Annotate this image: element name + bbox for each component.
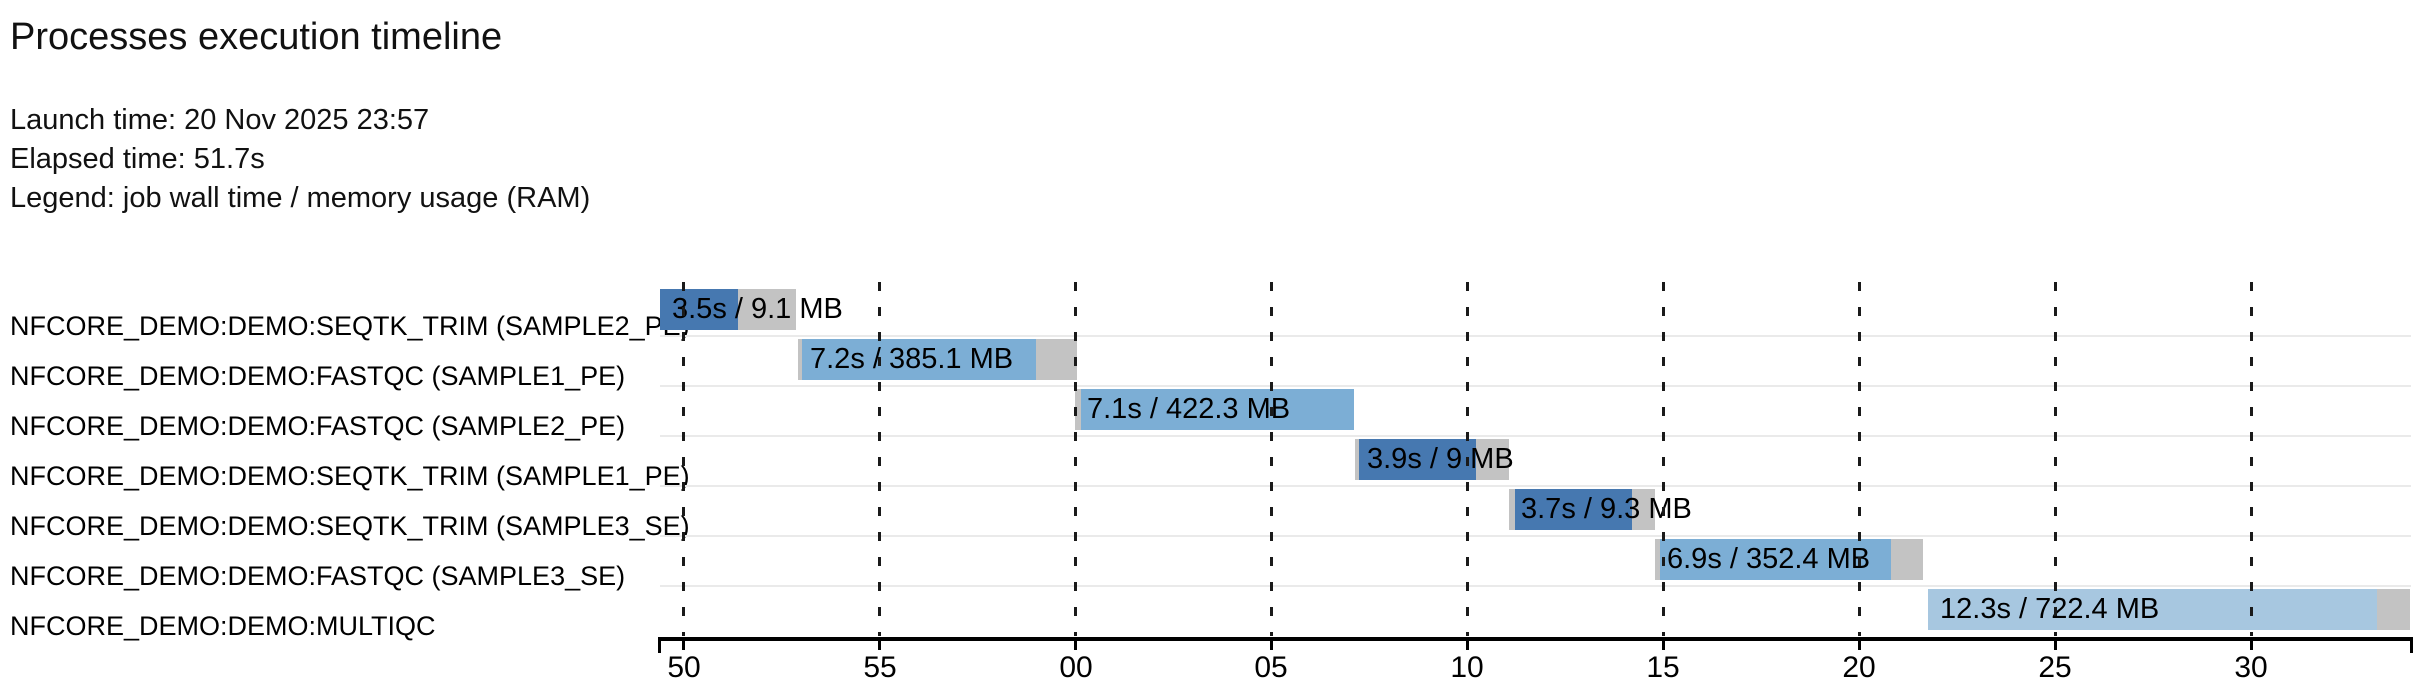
axis-tick <box>682 641 685 650</box>
axis-tick <box>1858 641 1861 650</box>
axis-tick-label: 05 <box>1254 651 1288 684</box>
gridline <box>2054 282 2057 636</box>
page-title: Processes execution timeline <box>10 16 503 58</box>
task-bar-run <box>1081 389 1354 430</box>
task-bar-run <box>802 339 1036 380</box>
axis-endcap <box>2410 637 2413 653</box>
row-label: NFCORE_DEMO:DEMO:FASTQC (SAMPLE2_PE) <box>10 411 626 441</box>
task-bar-label: 3.9s / 9 MB <box>1367 443 1514 475</box>
gridline <box>1270 282 1273 636</box>
task-bar-label: 7.2s / 385.1 MB <box>810 343 1014 375</box>
row-separator <box>660 535 2411 537</box>
task-bar-run <box>1359 439 1476 480</box>
task-bar-label: 3.5s / 9.1 MB <box>672 293 843 325</box>
gridline <box>1662 282 1665 636</box>
gridline <box>1074 282 1077 636</box>
task-bar-run <box>1928 589 2377 630</box>
row-label: NFCORE_DEMO:DEMO:SEQTK_TRIM (SAMPLE3_SE) <box>10 511 690 541</box>
row-label: NFCORE_DEMO:DEMO:SEQTK_TRIM (SAMPLE2_PE) <box>10 311 690 341</box>
axis-tick-label: 55 <box>863 651 897 684</box>
axis-tick <box>1074 641 1077 650</box>
axis-line <box>658 637 2413 641</box>
axis-tick <box>878 641 881 650</box>
axis-tick-label: 30 <box>2234 651 2268 684</box>
row-label: NFCORE_DEMO:DEMO:FASTQC (SAMPLE3_SE) <box>10 561 626 591</box>
task-bar-label: 3.7s / 9.3 MB <box>1521 493 1692 525</box>
axis-tick-label: 00 <box>1059 651 1093 684</box>
row-separator <box>660 335 2411 337</box>
row-separator <box>660 485 2411 487</box>
row-separator <box>660 385 2411 387</box>
axis-tick <box>2250 641 2253 650</box>
row-separator <box>660 435 2411 437</box>
gridline <box>878 282 881 636</box>
gridline <box>1858 282 1861 636</box>
axis-tick <box>1662 641 1665 650</box>
axis-tick-label: 50 <box>667 651 701 684</box>
axis-tick-label: 25 <box>2038 651 2072 684</box>
task-bar-run <box>660 289 738 330</box>
task-bar-label: 6.9s / 352.4 MB <box>1667 543 1871 575</box>
axis-endcap <box>658 637 661 653</box>
axis-tick-label: 10 <box>1450 651 1484 684</box>
axis-tick <box>1466 641 1469 650</box>
gridline <box>682 282 685 636</box>
elapsed-time-text: Elapsed time: 51.7s <box>10 143 265 175</box>
task-bar-label: 7.1s / 422.3 MB <box>1087 393 1291 425</box>
row-label: NFCORE_DEMO:DEMO:SEQTK_TRIM (SAMPLE1_PE) <box>10 461 690 491</box>
row-label: NFCORE_DEMO:DEMO:MULTIQC <box>10 611 436 641</box>
axis-tick-label: 15 <box>1646 651 1680 684</box>
row-separator <box>660 585 2411 587</box>
launch-time-text: Launch time: 20 Nov 2025 23:57 <box>10 104 430 136</box>
task-bar-label: 12.3s / 722.4 MB <box>1940 593 2160 625</box>
gridline <box>2250 282 2253 636</box>
axis-tick <box>1270 641 1273 650</box>
legend-text: Legend: job wall time / memory usage (RA… <box>10 182 591 214</box>
report-meta: Launch time: 20 Nov 2025 23:57 Elapsed t… <box>10 101 590 218</box>
task-bar-run <box>1515 489 1632 530</box>
gridline <box>1466 282 1469 636</box>
axis-tick <box>2054 641 2057 650</box>
task-bar-run <box>1660 539 1891 580</box>
row-label: NFCORE_DEMO:DEMO:FASTQC (SAMPLE1_PE) <box>10 361 626 391</box>
axis-tick-label: 20 <box>1842 651 1876 684</box>
